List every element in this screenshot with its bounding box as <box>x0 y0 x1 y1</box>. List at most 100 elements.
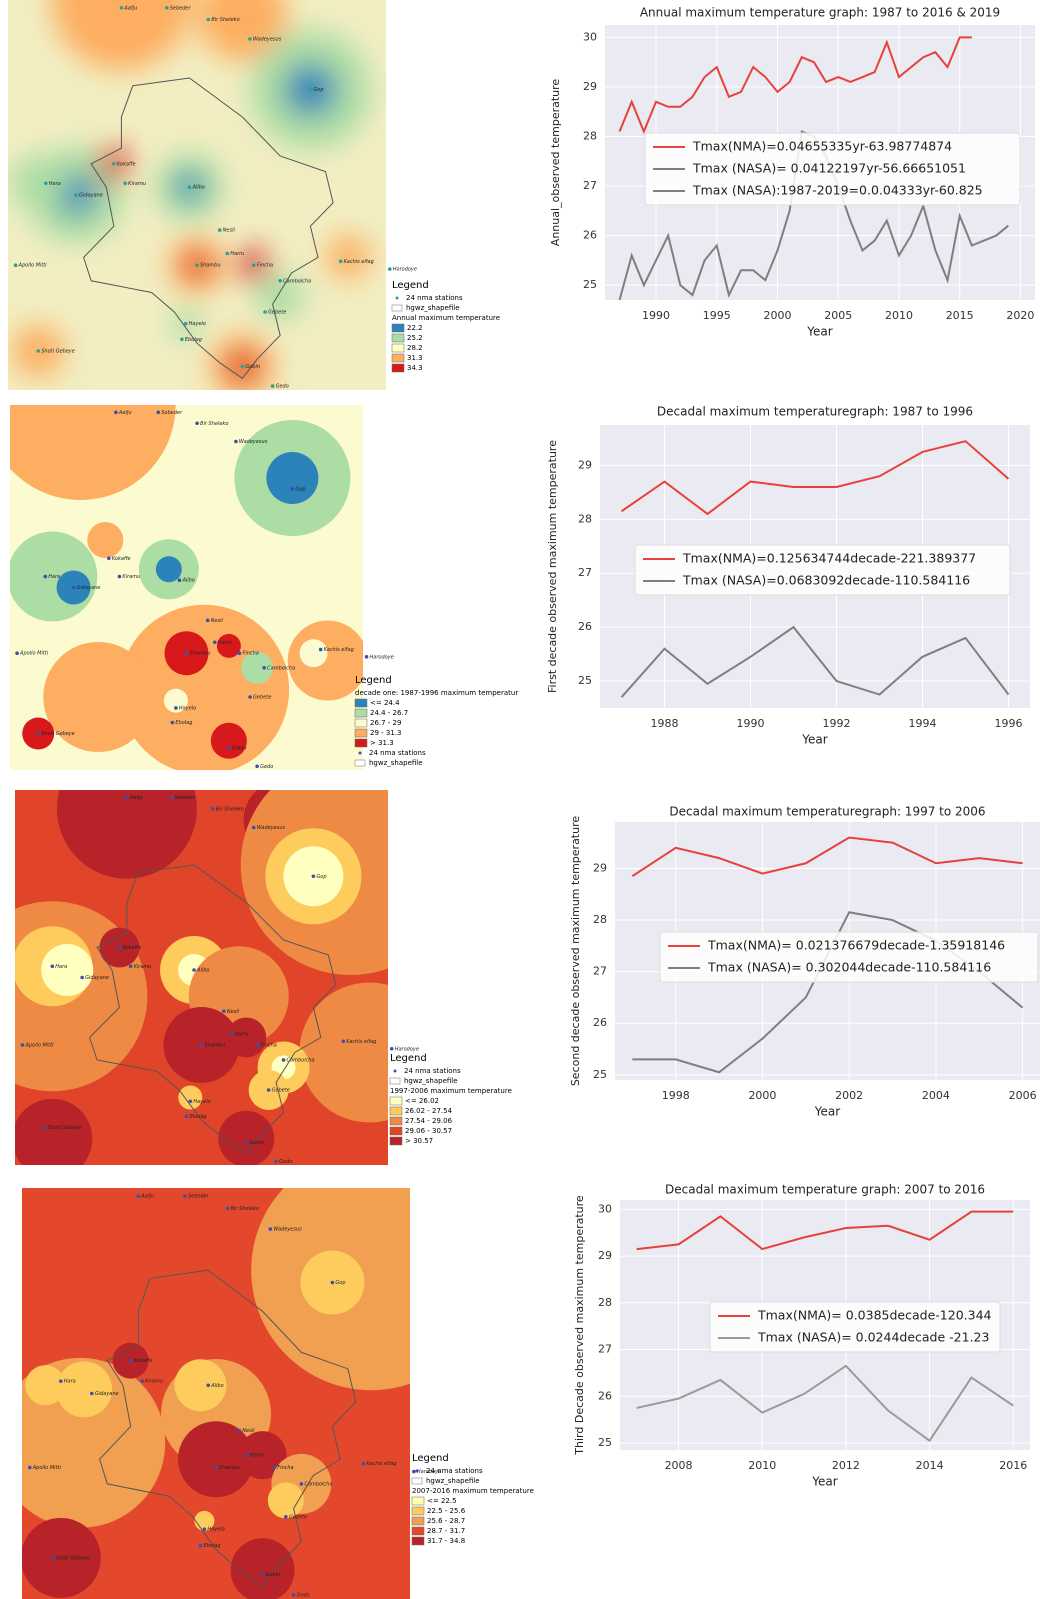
x-tick-label: 1990 <box>642 309 670 322</box>
legend-label: 26.7 - 29 <box>370 719 401 727</box>
y-tick-label: 29 <box>593 861 607 874</box>
map-zone <box>155 556 182 583</box>
legend-label: Tmax (NASA)=0.0683092decade-110.584116 <box>682 573 970 588</box>
station <box>244 1140 249 1145</box>
x-tick-label: 2005 <box>824 309 852 322</box>
legend-swatch <box>391 363 405 373</box>
legend-label: 28.7 - 31.7 <box>427 1527 465 1535</box>
station <box>266 1088 271 1092</box>
legend-swatch <box>389 1136 403 1146</box>
y-tick-label: 29 <box>598 1249 612 1262</box>
station-label: Kokaffe <box>117 161 136 167</box>
legend-shapefile-symbol <box>411 1477 423 1485</box>
y-tick-label: 28 <box>593 913 607 926</box>
station-label: Fincha <box>257 263 273 269</box>
y-tick-label: 25 <box>583 278 597 291</box>
station <box>284 1515 288 1519</box>
legend-label: > 30.57 <box>405 1137 433 1145</box>
map-zone <box>163 688 188 713</box>
station <box>237 651 242 655</box>
station <box>112 162 116 166</box>
legend-label: Tmax (NASA)= 0.04122197yr-56.66651051 <box>692 161 966 176</box>
x-tick-label: 1992 <box>823 717 851 730</box>
station-label: Harru <box>230 251 244 257</box>
station <box>20 1043 25 1047</box>
station-label: Aafju <box>118 410 132 416</box>
y-tick-label: 28 <box>598 1296 612 1309</box>
map-zone <box>43 642 154 752</box>
legend-title: Legend <box>412 1453 449 1464</box>
station <box>90 1391 94 1396</box>
station <box>212 640 217 645</box>
legend-label: 28.2 <box>407 344 423 352</box>
legend-label: 31.7 - 34.8 <box>427 1537 465 1545</box>
station <box>255 764 259 769</box>
station-label: Fincha <box>242 651 258 657</box>
legend-station-symbol <box>395 296 399 300</box>
y-tick-label: 26 <box>598 1389 612 1402</box>
legend-label: hgwz_shapefile <box>426 1477 480 1485</box>
station-label: Gedo <box>260 764 273 770</box>
station <box>262 666 266 670</box>
legend-swatch <box>389 1106 403 1116</box>
legend-swatch <box>411 1516 425 1526</box>
legend-field-title: 1997-2006 maximum temperature <box>390 1087 512 1095</box>
y-tick-label: 30 <box>583 30 597 43</box>
chart-title: Decadal maximum temperature graph: 2007 … <box>665 1183 985 1197</box>
x-tick-label: 2016 <box>999 1459 1027 1472</box>
legend-swatch <box>391 323 405 333</box>
map-zone <box>266 452 319 504</box>
station <box>206 17 211 22</box>
y-tick-label: 26 <box>578 620 592 633</box>
x-tick-label: 1990 <box>737 717 765 730</box>
station <box>210 806 215 811</box>
station <box>125 795 129 800</box>
map-zone <box>25 1365 66 1406</box>
x-tick-label: 2004 <box>922 1089 950 1102</box>
x-axis-label: Year <box>801 733 827 747</box>
station <box>222 1009 226 1014</box>
station-label: Gidayane <box>95 1391 119 1397</box>
station <box>119 6 124 10</box>
station <box>318 647 323 652</box>
station-label: Bir Sheleko <box>211 17 239 23</box>
station-label: Kiramu <box>122 574 140 580</box>
legend-label: 24 nma stations <box>406 294 463 302</box>
legend-label: 31.3 <box>407 354 423 362</box>
station <box>184 1114 189 1119</box>
station <box>281 1058 286 1062</box>
station-label: Apollo Mitti <box>19 651 49 657</box>
station-label: Shambu <box>190 651 211 657</box>
station <box>270 384 275 388</box>
station <box>199 1043 204 1047</box>
legend-field-title: 2007-2016 maximum temperature <box>412 1487 534 1495</box>
station-label: Alibo <box>191 185 204 191</box>
station <box>387 267 392 271</box>
station <box>237 1428 242 1433</box>
legend-shapefile-symbol <box>389 1077 401 1085</box>
station <box>192 968 196 972</box>
legend-swatch <box>354 738 368 748</box>
station <box>251 263 256 268</box>
series-line <box>618 36 972 135</box>
legend-label: hgwz_shapefile <box>404 1077 458 1085</box>
x-tick-label: 2000 <box>748 1089 776 1102</box>
station-label: Shoti Gebeye <box>48 1125 82 1131</box>
station-label: Aafju <box>123 5 137 11</box>
shapefile-outline <box>83 77 334 379</box>
station-label: Hayelo <box>179 705 196 711</box>
station <box>164 6 169 10</box>
legend-swatch <box>354 718 368 728</box>
x-tick-label: 2006 <box>1009 1089 1037 1102</box>
series-line <box>620 625 1010 698</box>
x-tick-label: 2012 <box>832 1459 860 1472</box>
station-label: Bir Sheleko <box>200 421 228 427</box>
y-tick-label: 25 <box>598 1436 612 1449</box>
y-tick-label: 27 <box>583 179 597 192</box>
station-label: Kokaffe <box>122 945 141 951</box>
legend-box <box>644 132 1021 206</box>
legend-label: Tmax (NASA):1987-2019=0.0.04333yr-60.825 <box>692 183 983 198</box>
legend-swatch <box>389 1116 403 1126</box>
x-tick-label: 2000 <box>763 309 791 322</box>
station <box>71 585 76 590</box>
